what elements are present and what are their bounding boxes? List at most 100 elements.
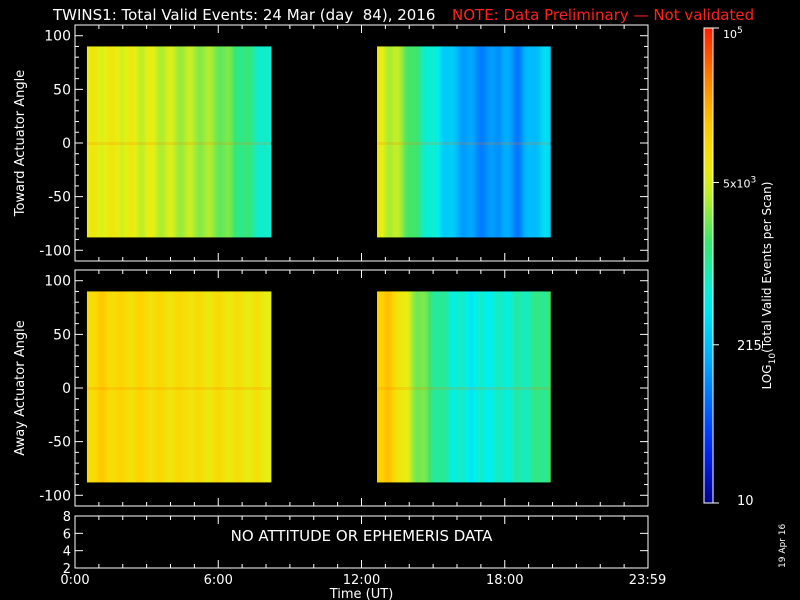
heatmap-cell: [234, 291, 236, 483]
heatmap-cell: [437, 46, 440, 238]
heatmap-cell: [435, 46, 437, 238]
heatmap-cell: [161, 291, 164, 483]
heatmap-cell: [510, 46, 513, 238]
heatmap-cell: [381, 291, 384, 483]
heatmap-cell: [456, 291, 458, 483]
heatmap-cell: [237, 291, 240, 483]
heatmap-block: [377, 46, 551, 238]
colorbar-fill: [704, 28, 713, 503]
heatmap-cell: [547, 46, 550, 238]
x-tick-label: 6:00: [204, 573, 233, 588]
y-tick-label: -50: [48, 435, 71, 451]
heatmap-cell: [94, 291, 97, 483]
heatmap-cell: [153, 291, 156, 483]
heatmap-cell: [526, 46, 529, 238]
heatmap-cell: [219, 46, 222, 238]
y-tick-label: 0: [62, 136, 71, 152]
heatmap-cell: [249, 46, 252, 238]
heatmap-cell: [431, 291, 434, 483]
heatmap-cell: [427, 46, 430, 238]
heatmap-cell: [189, 291, 192, 483]
heatmap-cell: [462, 46, 465, 238]
heatmap-cell: [442, 291, 445, 483]
heatmap-cell: [454, 291, 457, 483]
heatmap-cell: [262, 291, 265, 483]
heatmap-cell: [117, 291, 120, 483]
heatmap-cell: [135, 291, 138, 483]
heatmap-cell: [253, 291, 256, 483]
heatmap-cell: [109, 291, 112, 483]
heatmap-cell: [521, 291, 524, 483]
heatmap-cell: [503, 46, 505, 238]
heatmap-cell: [490, 291, 493, 483]
heatmap-cell: [122, 291, 125, 483]
heatmap-cell: [180, 46, 183, 238]
x-axis-label: Time (UT): [329, 587, 394, 600]
heatmap-cell: [215, 46, 218, 238]
heatmap-cell: [126, 46, 129, 238]
heatmap-cell: [127, 291, 130, 483]
heatmap-cell: [449, 291, 452, 483]
heatmap-cell: [195, 291, 198, 483]
heatmap-cell: [202, 291, 205, 483]
heatmap-cell: [548, 46, 551, 238]
heatmap-cell: [261, 46, 264, 238]
heatmap-cell: [463, 291, 466, 483]
heatmap-cell: [201, 46, 204, 238]
heatmap-cell: [478, 291, 481, 483]
colorbar-tick-label: 10: [737, 494, 754, 509]
heatmap-cell: [380, 46, 383, 238]
y-tick-label: 4: [63, 545, 71, 560]
heatmap-cell: [420, 291, 423, 483]
heatmap-cell: [432, 46, 435, 238]
heatmap-cell: [459, 291, 462, 483]
heatmap-cell: [386, 291, 389, 483]
heatmap-cell: [492, 291, 494, 483]
heatmap-cell: [143, 46, 146, 238]
heatmap-cell: [441, 46, 444, 238]
heatmap-cell: [89, 291, 92, 483]
heatmap-cell: [483, 46, 486, 238]
heatmap-cell: [119, 46, 122, 238]
heatmap-cell: [218, 46, 221, 238]
heatmap-cell: [430, 46, 433, 238]
heatmap-cell: [218, 291, 221, 483]
heatmap-cell: [114, 291, 117, 483]
heatmap-cell: [153, 46, 156, 238]
heatmap-cell: [152, 46, 155, 238]
heatmap-cell: [245, 291, 248, 483]
heatmap-cell: [509, 46, 512, 238]
heatmap-cell: [514, 291, 517, 483]
heatmap-cell: [118, 46, 121, 238]
heatmap-cell: [407, 291, 410, 483]
y-tick-label: 2: [63, 562, 71, 577]
heatmap-cell: [110, 46, 113, 238]
heatmap-cell: [425, 46, 428, 238]
heatmap-cell: [416, 46, 419, 238]
heatmap-cell: [535, 291, 538, 483]
heatmap-cell: [483, 291, 486, 483]
heatmap-cell: [109, 46, 112, 238]
heatmap-cell: [139, 46, 142, 238]
heatmap-cell: [534, 291, 536, 483]
heatmap-cell: [421, 46, 424, 238]
heatmap-cell: [185, 46, 188, 238]
heatmap-cell: [435, 291, 437, 483]
heatmap-cell: [513, 46, 515, 238]
heatmap-cell: [98, 291, 101, 483]
heatmap-cell: [504, 291, 507, 483]
heatmap-cell: [522, 291, 525, 483]
y-tick-label: -100: [39, 243, 71, 259]
heatmap-cell: [146, 46, 148, 238]
heatmap-cell: [446, 291, 449, 483]
heatmap-cell: [522, 46, 525, 238]
heatmap-cell: [235, 46, 238, 238]
heatmap-cell: [206, 46, 209, 238]
heatmap-cell: [541, 46, 544, 238]
heatmap-cell: [235, 291, 238, 483]
heatmap-cell: [398, 46, 400, 238]
heatmap-cell: [445, 46, 447, 238]
heatmap-cell: [111, 46, 114, 238]
heatmap-cell: [482, 46, 484, 238]
heatmap-cell: [378, 291, 381, 483]
